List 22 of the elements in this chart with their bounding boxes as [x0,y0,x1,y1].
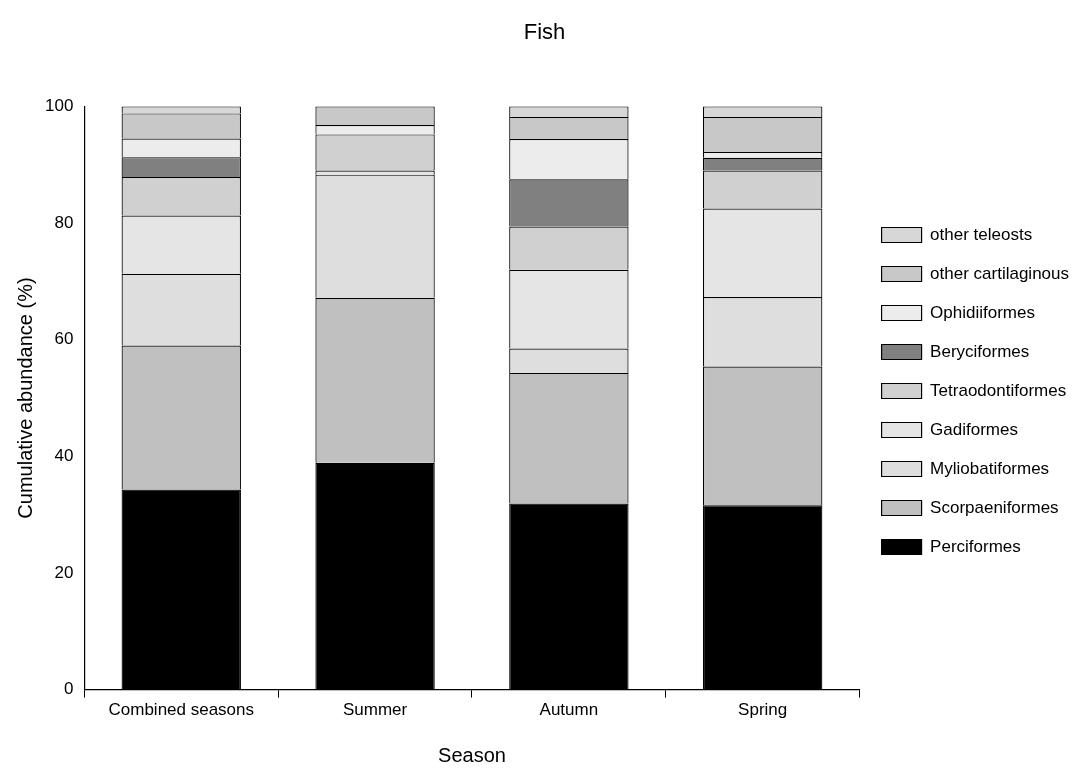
legend-label: Myliobatiformes [930,458,1050,478]
legend-label: Ophidiiformes [930,302,1035,322]
y-tick-label: 100 [44,96,74,116]
y-tick-label: 80 [54,212,74,232]
legend-label: Tetraodontiformes [930,380,1067,400]
legend-label: other teleosts [930,224,1033,244]
x-tick-label: Summer [342,700,408,720]
y-axis-title: Cumulative abundance (%) [13,277,36,519]
x-tick-label: Spring [738,700,788,720]
legend-label: Gadiformes [930,419,1018,439]
y-tick-label: 0 [63,679,74,699]
y-tick-label: 60 [54,329,74,349]
x-tick-label: Autumn [539,700,599,720]
y-tick-label: 40 [54,446,74,466]
legend-label: Scorpaeniformes [930,497,1059,517]
y-tick-label: 20 [54,562,74,582]
chart-title: Fish [523,19,566,45]
legend-label: other cartilaginous [930,263,1070,283]
legend-label: Beryciformes [930,341,1030,361]
x-tick-label: Combined seasons [108,700,255,720]
legend-label: Perciformes [930,536,1021,556]
x-axis-title: Season [438,743,506,766]
